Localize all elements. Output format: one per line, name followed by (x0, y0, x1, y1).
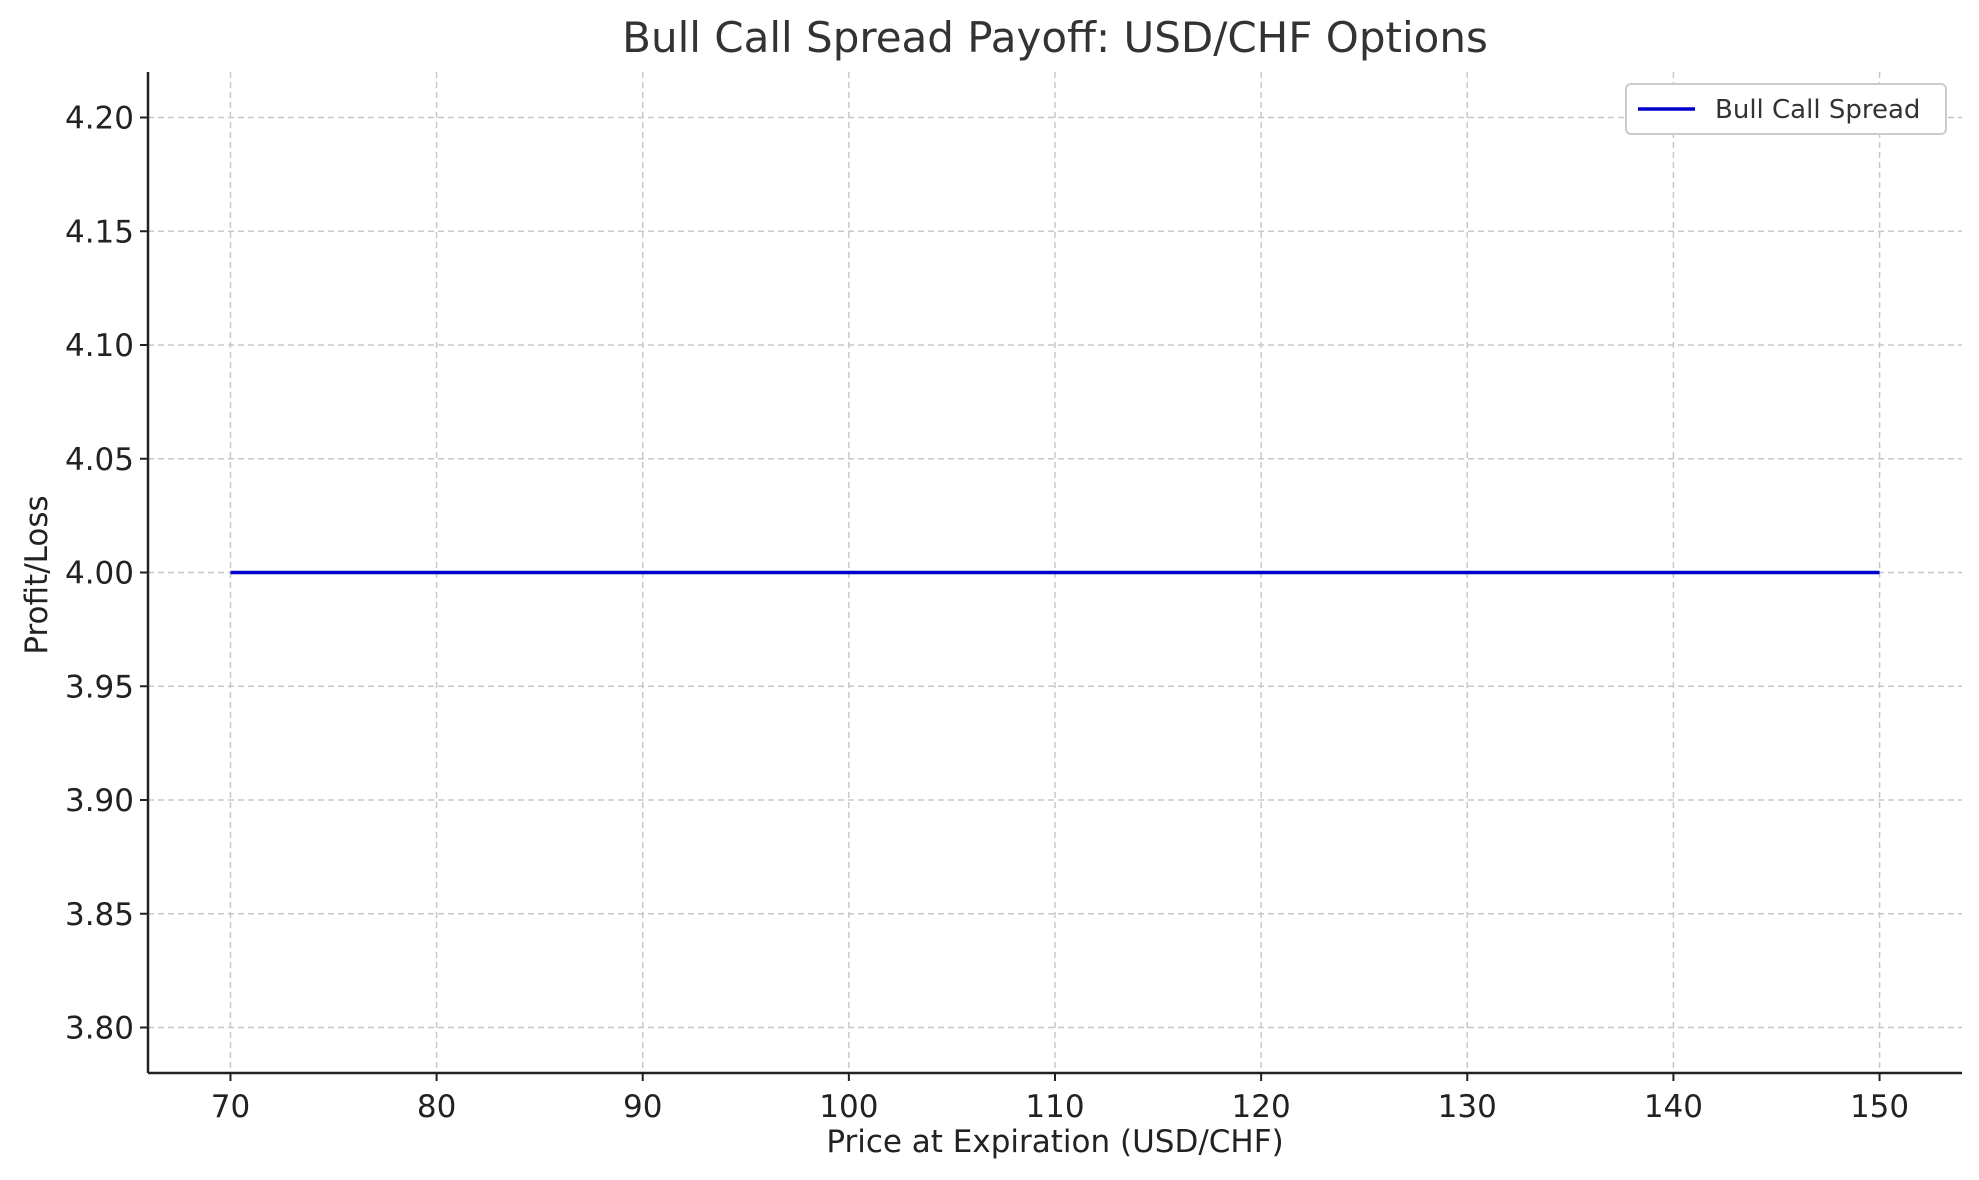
y-axis-label: Profit/Loss (19, 495, 55, 654)
x-tick-label: 150 (1850, 1089, 1909, 1125)
x-tick-label: 70 (211, 1089, 250, 1125)
x-tick-label: 80 (417, 1089, 456, 1125)
y-tick-label: 4.20 (65, 101, 134, 137)
x-tick-label: 130 (1438, 1089, 1497, 1125)
legend: Bull Call Spread (1625, 83, 1947, 135)
y-tick-label: 3.85 (65, 897, 134, 933)
x-tick-label: 120 (1232, 1089, 1291, 1125)
x-tick-label: 90 (623, 1089, 662, 1125)
y-tick-label: 3.95 (65, 669, 134, 705)
y-tick-label: 4.10 (65, 328, 134, 364)
y-tick-label: 3.80 (65, 1011, 134, 1047)
y-tick-label: 3.90 (65, 783, 134, 819)
x-tick-label: 100 (819, 1089, 878, 1125)
tick-labels: 70 80 90 100 110 120 130 140 150 3.80 3.85 3.90 3.95… (65, 101, 1909, 1126)
x-tick-label: 110 (1025, 1089, 1084, 1125)
chart-title: Bull Call Spread Payoff: USD/CHF Options (622, 13, 1488, 62)
y-tick-label: 4.05 (65, 442, 134, 478)
axes (140, 72, 1962, 1081)
x-tick-label: 140 (1644, 1089, 1703, 1125)
x-axis-label: Price at Expiration (USD/CHF) (826, 1124, 1283, 1160)
y-tick-label: 4.15 (65, 214, 134, 250)
y-tick-label: 4.00 (65, 556, 134, 592)
legend-label: Bull Call Spread (1715, 95, 1920, 125)
legend-box (1625, 83, 1947, 135)
